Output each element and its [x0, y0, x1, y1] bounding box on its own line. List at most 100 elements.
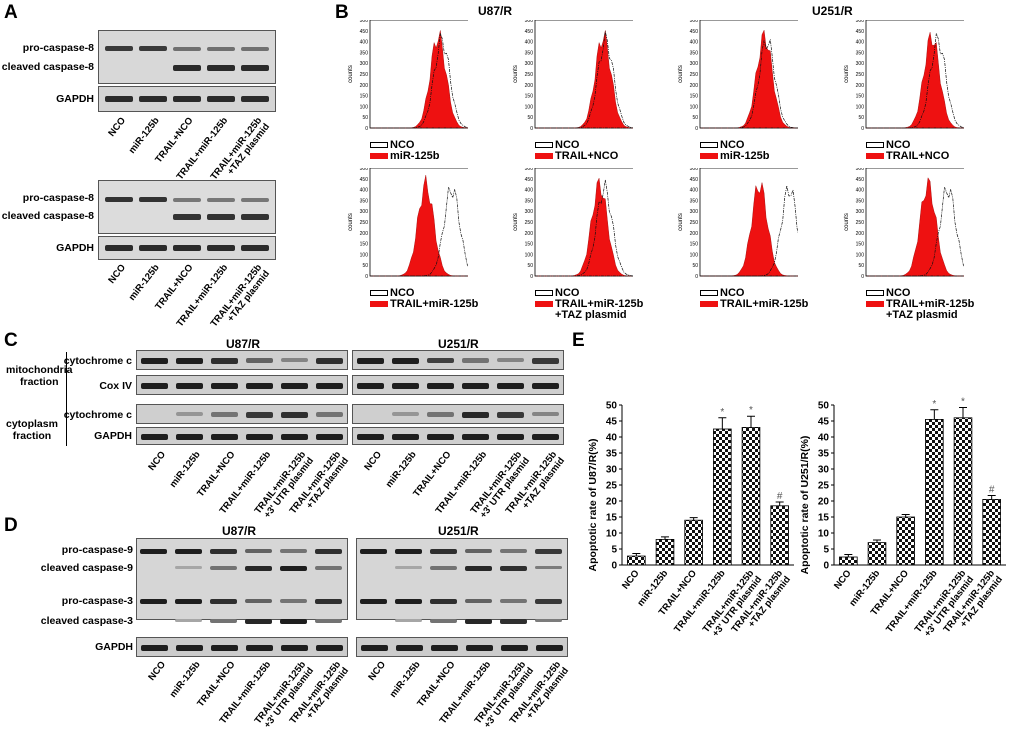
- y-tick-label: 25: [818, 481, 830, 492]
- blot-band: [315, 599, 342, 604]
- blot-a-top-caspase8: [98, 30, 276, 84]
- legend-item-sample: +TAZ plasmid: [535, 310, 643, 321]
- blot-band: [466, 645, 493, 651]
- y-tick-label: 300: [690, 209, 699, 215]
- bracket-line: [66, 352, 67, 408]
- y-tick-label: 200: [525, 231, 534, 237]
- blot-c-u87: [136, 375, 348, 395]
- y-tick-label: 20: [818, 497, 830, 508]
- blot-band: [392, 383, 419, 389]
- blot-band: [316, 434, 343, 440]
- y-tick-label: 150: [690, 242, 699, 248]
- blot-band: [141, 383, 168, 389]
- y-tick-label: 200: [856, 231, 865, 237]
- y-tick-label: 10: [818, 529, 830, 540]
- row-label: cytochrome c: [63, 409, 132, 421]
- blot-band: [392, 358, 419, 364]
- row-label: pro-caspase-8: [22, 42, 94, 54]
- blot-band: [211, 358, 238, 364]
- significance-mark: *: [932, 399, 936, 410]
- blot-a-bottom-caspase8: [98, 180, 276, 234]
- blot-band: [315, 566, 342, 570]
- y-tick-label: 350: [856, 198, 865, 204]
- panel-label-b: B: [335, 2, 349, 23]
- blot-band: [316, 358, 343, 364]
- histogram-frame: [534, 168, 633, 277]
- lane-label: NCO: [146, 659, 168, 683]
- histogram-legend: NCO TRAIL+miR-125b: [370, 288, 478, 310]
- legend-label: TRAIL+NCO: [886, 150, 950, 162]
- blot-d-u87-caspase: [136, 538, 348, 620]
- blot-band: [430, 619, 457, 623]
- legend-item-reference: NCO: [866, 140, 949, 151]
- y-tick-label: 0: [611, 561, 617, 572]
- y-tick-label: 500: [690, 20, 699, 24]
- y-tick-label: 300: [360, 209, 369, 215]
- blot-band: [210, 619, 237, 623]
- legend-label: NCO: [886, 287, 911, 299]
- panel-label-a: A: [4, 2, 18, 23]
- y-tick-label: 500: [360, 20, 369, 24]
- lane-label: miR-125b: [126, 262, 162, 303]
- y-tick-label: 100: [360, 104, 369, 110]
- blot-c-u251: [352, 427, 564, 445]
- blot-c-u251: [352, 350, 564, 370]
- y-tick-label: 500: [360, 168, 369, 172]
- y-axis-label: counts: [844, 213, 850, 231]
- x-tick-label-line: NCO: [620, 568, 642, 591]
- legend-label: TRAIL+miR-125b: [886, 298, 975, 310]
- blot-band: [427, 412, 454, 417]
- y-axis-label: counts: [513, 65, 519, 83]
- blot-band: [497, 412, 524, 418]
- panel-d-u251-title: U251/R: [438, 524, 479, 538]
- legend-item-sample: TRAIL+miR-125b: [700, 299, 808, 310]
- blot-band: [176, 358, 203, 364]
- blot-band: [280, 599, 307, 603]
- histogram-frame: [699, 20, 798, 129]
- reference-histogram: [370, 186, 468, 277]
- histogram-legend: NCO miR-125b: [700, 140, 770, 162]
- error-bar: [632, 552, 641, 557]
- blot-band: [175, 566, 202, 569]
- blot-band: [175, 549, 202, 554]
- panel-label-c: C: [4, 330, 18, 351]
- error-bar: [959, 407, 967, 418]
- legend-label: miR-125b: [390, 150, 440, 162]
- blot-band: [395, 599, 422, 604]
- blot-band: [141, 358, 168, 364]
- y-tick-label: 150: [360, 94, 369, 100]
- blot-band: [140, 549, 167, 554]
- row-label: pro-caspase-3: [61, 595, 133, 607]
- blot-c-u251: [352, 404, 564, 424]
- y-tick-label: 300: [856, 209, 865, 215]
- y-tick-label: 250: [525, 72, 534, 78]
- blot-band: [465, 599, 492, 603]
- axis-line: [833, 405, 1006, 566]
- y-tick-label: 100: [856, 104, 865, 110]
- error-bar: [775, 501, 784, 506]
- blot-band: [316, 383, 343, 389]
- y-tick-label: 0: [530, 274, 533, 278]
- blot-band: [392, 434, 419, 440]
- blot-band: [360, 549, 387, 554]
- bar: [770, 505, 789, 566]
- bar: [655, 538, 675, 566]
- row-label: pro-caspase-9: [61, 544, 133, 556]
- y-tick-label: 300: [525, 209, 534, 215]
- y-tick-label: 50: [858, 263, 864, 269]
- blot-band: [396, 645, 423, 651]
- y-tick-label: 250: [525, 220, 534, 226]
- error-bar: [901, 513, 910, 517]
- y-tick-label: 450: [525, 177, 534, 183]
- blot-band: [175, 599, 202, 604]
- flow-histogram: 050100150200250300350400450500counts10⁰1…: [348, 168, 468, 278]
- legend-label: NCO: [390, 139, 415, 151]
- legend-item-sample: +TAZ plasmid: [866, 310, 974, 321]
- blot-band: [357, 434, 384, 440]
- sample-histogram: [866, 32, 964, 129]
- y-tick-label: 150: [525, 242, 534, 248]
- blot-band: [246, 358, 273, 363]
- bar: [925, 419, 944, 566]
- blot-band: [462, 412, 489, 418]
